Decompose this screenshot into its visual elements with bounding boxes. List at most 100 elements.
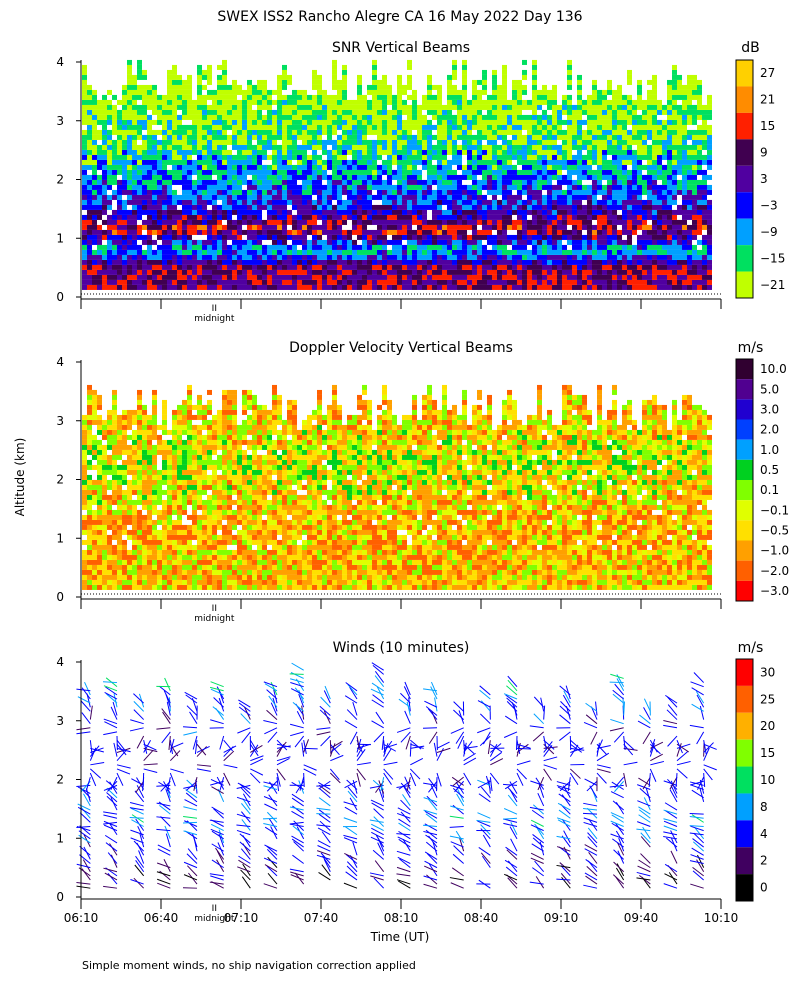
data-cell [352, 109, 357, 115]
data-cell [547, 149, 552, 155]
data-cell [407, 94, 412, 100]
data-cell [612, 149, 617, 155]
data-cell [297, 279, 302, 285]
data-cell [592, 284, 597, 290]
data-cell [312, 124, 317, 130]
data-cell [377, 109, 382, 115]
data-cell [552, 214, 557, 220]
data-cell [237, 279, 242, 285]
data-cell [537, 209, 542, 215]
data-cell [447, 109, 452, 115]
data-cell [627, 74, 632, 80]
data-cell [492, 149, 497, 155]
data-cell [632, 104, 637, 110]
data-cell [267, 194, 272, 200]
data-cell [372, 74, 377, 80]
data-cell [282, 179, 287, 185]
data-cell [547, 119, 552, 125]
data-cell [532, 124, 537, 130]
data-cell [122, 174, 127, 180]
data-cell [187, 229, 192, 235]
data-cell [452, 279, 457, 285]
data-cell [577, 279, 582, 285]
data-cell [527, 174, 532, 180]
data-cell [487, 229, 492, 235]
data-cell [562, 149, 567, 155]
data-cell [542, 224, 547, 230]
data-cell [257, 139, 262, 145]
data-cell [117, 229, 122, 235]
data-cell [687, 189, 692, 195]
data-cell [182, 124, 187, 130]
data-cell [497, 214, 502, 220]
data-cell [427, 104, 432, 110]
data-cell [472, 179, 477, 185]
data-cell [667, 159, 672, 165]
data-cell [202, 194, 207, 200]
data-cell [112, 139, 117, 145]
data-cell [502, 89, 507, 95]
data-cell [87, 194, 92, 200]
data-cell [557, 164, 562, 170]
data-cell [377, 234, 382, 240]
data-cell [157, 144, 162, 150]
data-cell [567, 64, 572, 70]
data-cell [312, 224, 317, 230]
data-cell [152, 174, 157, 180]
data-cell [162, 184, 167, 190]
data-cell [442, 174, 447, 180]
data-cell [312, 139, 317, 145]
data-cell [507, 254, 512, 260]
data-cell [227, 134, 232, 140]
data-cell [442, 104, 447, 110]
data-cell [322, 204, 327, 210]
data-cell [527, 129, 532, 135]
data-cell [322, 104, 327, 110]
data-cell [417, 274, 422, 280]
data-cell [372, 139, 377, 145]
data-cell [582, 144, 587, 150]
data-cell [282, 244, 287, 250]
data-cell [472, 184, 477, 190]
data-cell [347, 119, 352, 125]
data-cell [517, 99, 522, 105]
data-cell [302, 239, 307, 245]
data-cell [147, 114, 152, 120]
data-cell [547, 174, 552, 180]
data-cell [492, 214, 497, 220]
data-cell [457, 164, 462, 170]
data-cell [302, 284, 307, 290]
data-cell [612, 169, 617, 175]
data-cell [412, 159, 417, 165]
data-cell [527, 269, 532, 275]
data-cell [337, 284, 342, 290]
data-cell [422, 94, 427, 100]
data-cell [92, 89, 97, 95]
data-cell [272, 214, 277, 220]
data-cell [532, 249, 537, 255]
data-cell [627, 254, 632, 260]
data-cell [382, 74, 387, 80]
data-cell [117, 99, 122, 105]
data-cell [687, 154, 692, 160]
data-cell [707, 149, 712, 155]
data-cell [547, 229, 552, 235]
data-cell [412, 204, 417, 210]
data-cell [637, 129, 642, 135]
data-cell [372, 119, 377, 125]
data-cell [237, 264, 242, 270]
data-cell [437, 94, 442, 100]
data-cell [617, 174, 622, 180]
data-cell [557, 239, 562, 245]
data-cell [522, 264, 527, 270]
data-cell [257, 189, 262, 195]
data-cell [137, 164, 142, 170]
data-cell [162, 129, 167, 135]
data-cell [492, 244, 497, 250]
data-cell [142, 134, 147, 140]
data-cell [372, 214, 377, 220]
data-cell [457, 89, 462, 95]
data-cell [307, 194, 312, 200]
data-cell [562, 179, 567, 185]
data-cell [572, 269, 577, 275]
